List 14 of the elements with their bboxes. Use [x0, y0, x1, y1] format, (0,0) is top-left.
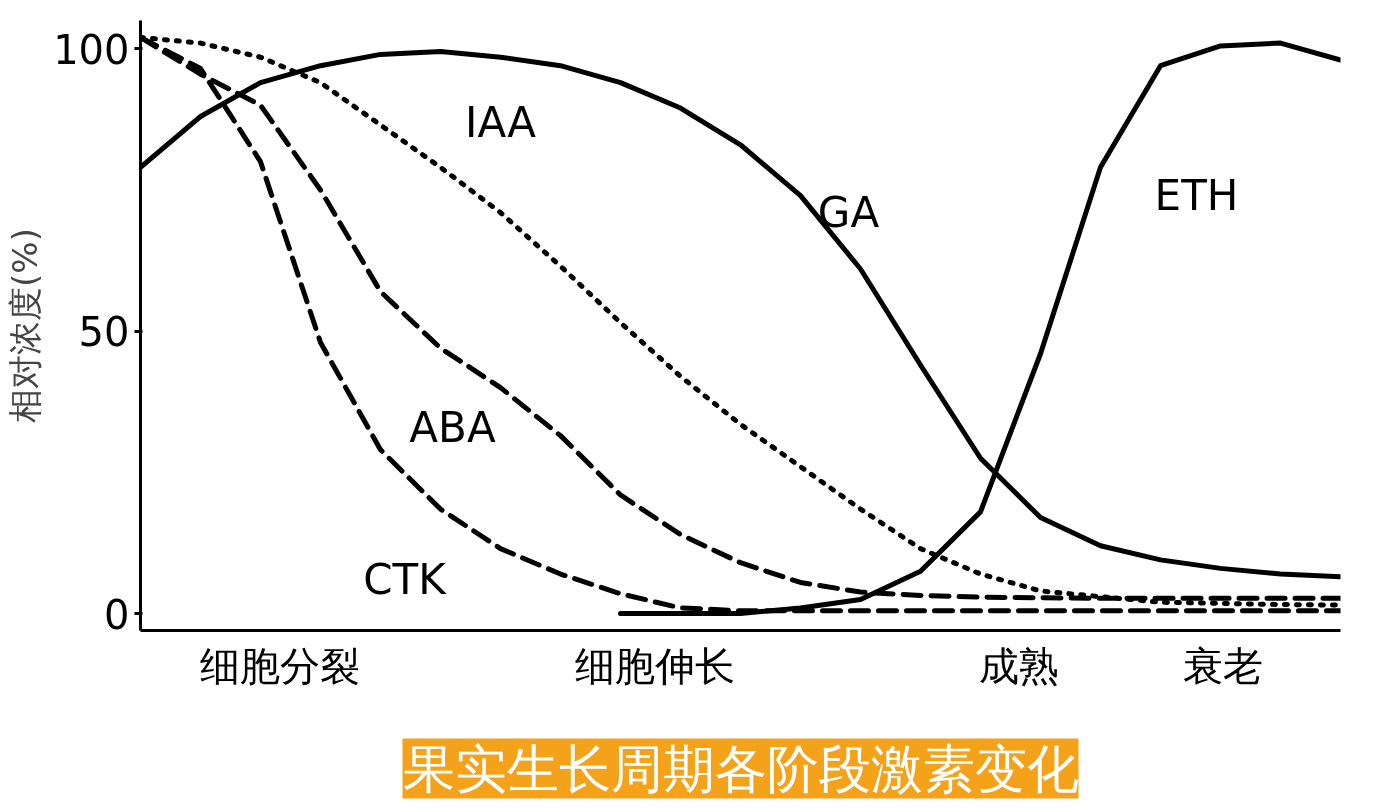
text: 衰老: [1182, 643, 1263, 690]
series-label: IAA: [464, 97, 537, 147]
series-label: GA: [817, 188, 880, 238]
series-label: ETH: [1154, 171, 1239, 221]
y-tick-label: 0: [104, 591, 130, 638]
text: 细胞伸长: [575, 643, 736, 690]
series-label: CTK: [363, 555, 448, 605]
y-axis-title: 相对浓度(%): [5, 228, 46, 423]
y-tick-label: 50: [78, 309, 130, 356]
series-label: ABA: [409, 402, 496, 452]
text: 成熟: [978, 643, 1059, 690]
y-tick-label: 100: [53, 26, 130, 73]
text: 果实生长周期各阶段激素变化: [402, 738, 1079, 799]
text: 细胞分裂: [199, 643, 360, 690]
